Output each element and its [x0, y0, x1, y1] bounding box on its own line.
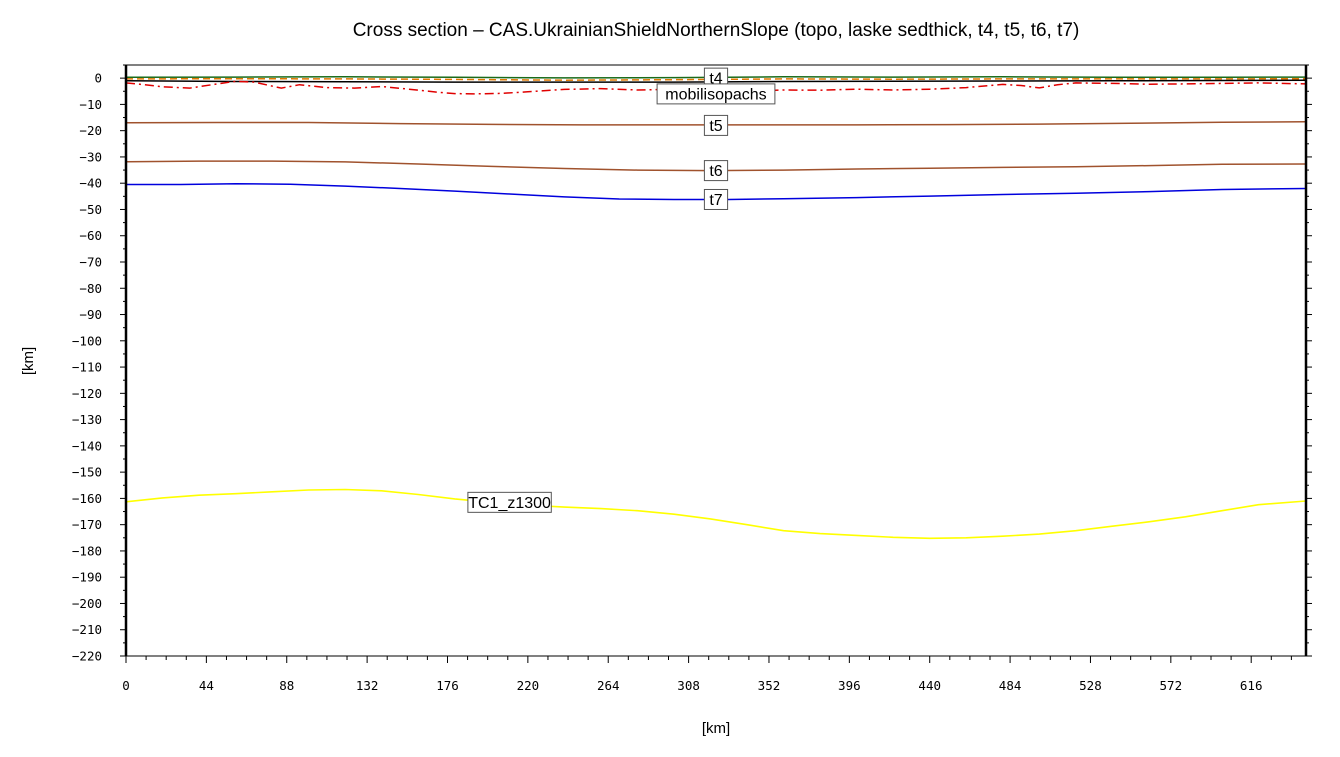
y-tick-label: −100 — [72, 333, 102, 348]
x-tick-label: 440 — [918, 678, 941, 693]
series-line-topo — [125, 76, 1307, 79]
chart-title: Cross section – CAS.UkrainianShieldNorth… — [353, 20, 1080, 41]
y-tick-label: −110 — [72, 360, 102, 375]
plot-frame — [124, 64, 1308, 657]
x-tick-label: 44 — [199, 678, 214, 693]
curve-label-t6: t6 — [703, 160, 729, 182]
y-tick-label: −150 — [72, 465, 102, 480]
series-line-mobilisopachs — [125, 80, 1307, 95]
label-box — [467, 491, 552, 513]
x-tick-label: 176 — [436, 678, 459, 693]
x-tick-label: 220 — [517, 678, 540, 693]
x-tick-label: 572 — [1160, 678, 1183, 693]
label-text: t7 — [709, 192, 722, 209]
y-tick-label: −220 — [72, 649, 102, 664]
curve-label-t4: t4 — [703, 67, 729, 89]
y-tick-label: −190 — [72, 570, 102, 585]
label-box — [703, 160, 729, 182]
x-tick-label: 0 — [122, 678, 130, 693]
x-tick-label: 352 — [758, 678, 781, 693]
x-tick-label: 528 — [1079, 678, 1102, 693]
x-tick-label: 264 — [597, 678, 620, 693]
y-axis-label: [km] — [20, 347, 37, 375]
y-tick-label: −80 — [79, 281, 102, 296]
curve-label-t7: t7 — [703, 188, 729, 210]
y-tick-label: −210 — [72, 622, 102, 637]
label-text: t6 — [709, 163, 722, 180]
x-axis-label: [km] — [702, 720, 730, 737]
axis-ticks: 0 −10 −20 −30 −40 −50 −60 −70 −80 −90 −100 −110 −120… — [72, 64, 1312, 693]
series-layer — [125, 76, 1307, 540]
y-tick-label: −140 — [72, 438, 102, 453]
y-tick-label: −20 — [79, 123, 102, 138]
x-tick-label: 484 — [999, 678, 1022, 693]
y-tick-label: −60 — [79, 228, 102, 243]
series-line-laske-sedthick — [125, 77, 1307, 81]
x-tick-label: 132 — [356, 678, 379, 693]
y-tick-label: −120 — [72, 386, 102, 401]
curve-label-tc1-z1300: TC1_z1300 — [467, 491, 552, 513]
y-tick-label: −40 — [79, 176, 102, 191]
label-box — [703, 114, 729, 136]
y-tick-label: 0 — [94, 71, 102, 86]
label-box — [703, 188, 729, 210]
y-tick-label: −50 — [79, 202, 102, 217]
y-tick-label: −90 — [79, 307, 102, 322]
y-tick-label: −130 — [72, 412, 102, 427]
series-line-tc1-z1300 — [125, 488, 1307, 540]
y-tick-label: −70 — [79, 255, 102, 270]
curve-label-mobilisopachs: mobilisopachs — [656, 83, 776, 105]
label-text: mobilisopachs — [665, 86, 766, 103]
y-tick-label: −10 — [79, 97, 102, 112]
y-tick-label: −180 — [72, 543, 102, 558]
y-tick-label: −160 — [72, 491, 102, 506]
label-box — [656, 83, 776, 105]
x-tick-label: 308 — [677, 678, 700, 693]
y-tick-label: −30 — [79, 149, 102, 164]
curve-label-t5: t5 — [703, 114, 729, 136]
y-tick-label: −170 — [72, 517, 102, 532]
y-tick-label: −200 — [72, 596, 102, 611]
series-line-t7 — [126, 182, 1307, 201]
label-text: TC1_z1300 — [468, 495, 551, 512]
x-tick-label: 88 — [279, 678, 294, 693]
series-line-t4 — [125, 79, 1307, 83]
x-tick-label: 616 — [1240, 678, 1263, 693]
label-text: t4 — [709, 71, 722, 88]
label-text: t5 — [709, 118, 722, 135]
x-tick-label: 396 — [838, 678, 861, 693]
